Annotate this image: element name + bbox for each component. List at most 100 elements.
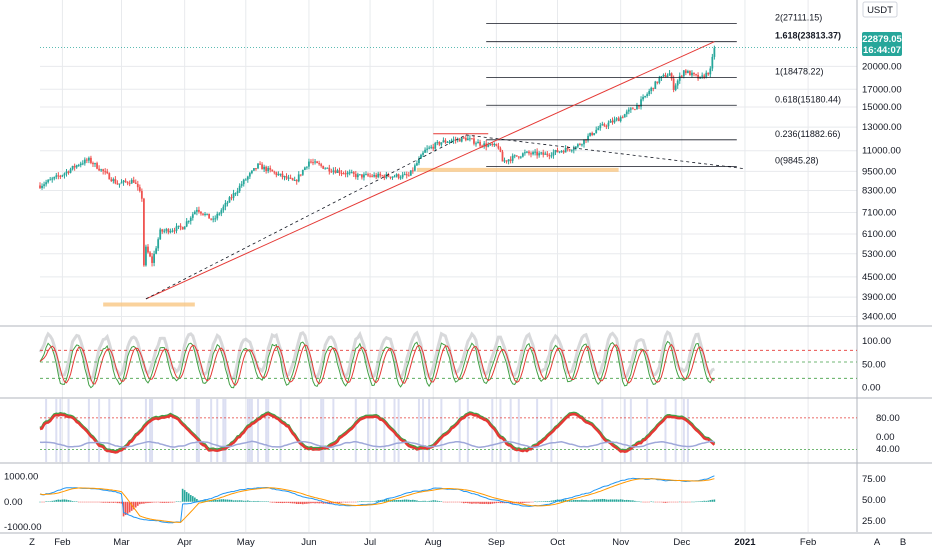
candle-body: [538, 153, 541, 156]
macd-histogram-bar: [664, 501, 667, 503]
macd-histogram-bar: [536, 501, 538, 503]
log-scale-button[interactable]: B: [900, 537, 906, 548]
candle-body: [167, 229, 170, 233]
macd-histogram-bar: [589, 500, 591, 502]
macd-histogram-bar: [271, 501, 274, 503]
macd-histogram-bar: [369, 501, 371, 502]
macd-histogram-bar: [450, 501, 453, 503]
candle-body: [122, 180, 125, 183]
macd-histogram-bar: [269, 501, 272, 503]
candle-body: [226, 202, 229, 204]
macd-histogram-bar: [454, 501, 457, 503]
macd-histogram-bar: [86, 501, 88, 503]
currency-badge[interactable]: USDT: [862, 1, 898, 18]
candle-body: [271, 169, 274, 172]
macd-histogram-bar: [456, 501, 459, 503]
macd-histogram-bar: [648, 501, 650, 503]
price-axis[interactable]: 3400.00 3900.00 4500.00 5300.00 6100.00 7100.…: [4, 61, 902, 533]
price-tick-label: 20000.00: [862, 61, 902, 72]
macd-histogram-bar: [462, 501, 465, 504]
macd-left-tick-label: -1000.00: [4, 522, 42, 533]
candle-body: [106, 171, 109, 174]
candle-body: [281, 173, 284, 178]
stoch-tick-label: 50.00: [862, 359, 886, 370]
candle-body: [285, 176, 288, 179]
macd-histogram-bar: [542, 501, 545, 502]
candle-body: [43, 184, 45, 186]
rsi-signal-bar: [686, 399, 689, 462]
macd-histogram-bar: [658, 501, 661, 503]
auto-scale-button[interactable]: A: [874, 537, 881, 548]
candle-body: [605, 125, 608, 127]
candle-body: [391, 176, 394, 178]
macd-histogram-bar: [112, 501, 115, 503]
macd-histogram-bar: [194, 497, 196, 502]
candle-body: [299, 174, 302, 176]
macd-histogram-bar: [259, 501, 261, 502]
macd-histogram-bar: [540, 501, 543, 502]
macd-histogram-bar: [713, 499, 716, 502]
bottom-left-letter[interactable]: Z: [29, 537, 35, 548]
candle-body: [358, 174, 361, 176]
time-tick-label: Nov: [612, 537, 629, 548]
macd-histogram-bar: [601, 498, 604, 502]
candle-body: [338, 170, 341, 174]
candle-body: [87, 157, 90, 161]
time-tick-label: Apr: [177, 537, 192, 548]
candle-body: [238, 185, 241, 192]
candle-body: [65, 171, 68, 174]
macd-left-tick-label: 1000.00: [4, 472, 38, 483]
rsi-signal-bar: [171, 399, 174, 462]
time-axis[interactable]: Feb Mar Apr May Jun Jul Aug Sep Oct Nov Dec 2021 Feb: [54, 537, 816, 548]
rsi-signal-bar: [629, 399, 632, 462]
price-tick-label: 7100.00: [862, 208, 896, 219]
candle-body: [132, 179, 135, 183]
time-tick-label: 2021: [734, 537, 756, 548]
candle-body: [112, 179, 115, 182]
candle-body: [110, 179, 113, 182]
macd-histogram-bar: [169, 501, 172, 503]
candle-body: [652, 87, 655, 89]
main-price-pane[interactable]: 2(27111.15) 1.618(23813.37) 1(18478.22) 0.6…: [39, 12, 857, 307]
candle-body: [240, 184, 243, 186]
macd-histogram-bar: [220, 499, 223, 502]
trendline-dashed: [465, 134, 743, 169]
candle-body: [691, 72, 693, 76]
candle-body: [185, 221, 188, 227]
macd-histogram-bar: [471, 501, 473, 504]
candle-body: [149, 252, 151, 257]
macd-histogram-bar: [228, 499, 231, 502]
macd-histogram-bar: [678, 501, 681, 503]
macd-histogram-bar: [232, 500, 235, 502]
macd-histogram-bar: [489, 501, 492, 505]
macd-histogram-bar: [465, 501, 467, 503]
macd-histogram-bar: [249, 500, 251, 502]
macd-histogram-bar: [173, 501, 176, 503]
macd-pane[interactable]: [39, 475, 716, 524]
macd-histogram-bar: [420, 501, 422, 502]
macd-histogram-bar: [159, 501, 162, 503]
macd-histogram-bar: [179, 501, 182, 503]
candle-body: [697, 74, 699, 79]
macd-histogram-bar: [595, 499, 598, 502]
candle-body: [165, 229, 168, 231]
candle-body: [707, 72, 710, 75]
macd-histogram-bar: [279, 501, 282, 503]
macd-histogram-bar: [442, 501, 445, 503]
macd-histogram-bar: [124, 501, 127, 516]
macd-histogram-bar: [676, 501, 679, 503]
macd-histogram-bar: [399, 499, 402, 502]
rsi-signal-bar: [536, 399, 539, 462]
candle-body: [607, 122, 610, 127]
rsi-signal-bar: [397, 399, 400, 462]
macd-histogram-bar: [564, 499, 567, 502]
macd-histogram-bar: [593, 499, 595, 502]
rsi-pane[interactable]: [39, 399, 857, 462]
candle-body: [587, 135, 589, 141]
macd-histogram-bar: [57, 499, 60, 502]
candle-body: [495, 143, 498, 146]
candle-body: [287, 177, 290, 179]
stoch-rsi-pane[interactable]: [38, 330, 857, 389]
candle-body: [505, 160, 508, 162]
macd-histogram-bar: [302, 501, 304, 505]
